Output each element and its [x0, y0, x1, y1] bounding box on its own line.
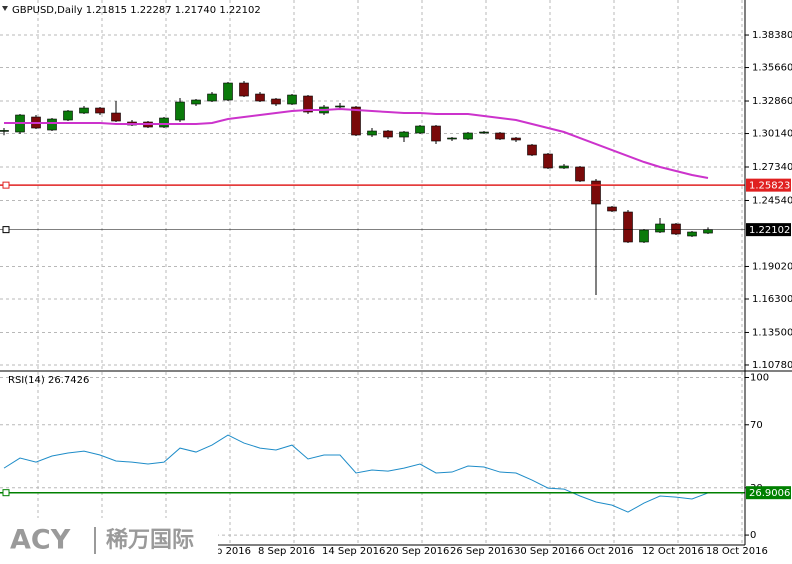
candle-body	[47, 118, 57, 131]
candle-body	[287, 94, 297, 105]
candle-body	[543, 153, 553, 169]
x-tick-label: 20 Sep 2016	[386, 546, 449, 557]
candle-body	[63, 110, 73, 121]
x-tick-label: 14 Sep 2016	[322, 546, 385, 557]
level-label: 1.25823	[749, 181, 790, 192]
level-marker	[2, 181, 10, 189]
candle-body	[239, 82, 249, 97]
candle-body	[591, 180, 601, 205]
candle-body	[447, 137, 457, 140]
y-tick-label: 1.19020	[752, 261, 792, 272]
candle-body	[79, 107, 89, 114]
candle-body	[95, 107, 105, 114]
moving-average	[4, 108, 709, 179]
candle-body	[191, 99, 201, 105]
y-tick-label: 1.38380	[752, 30, 792, 41]
x-tick-label: 26 Sep 2016	[450, 546, 513, 557]
candle-body	[479, 131, 489, 134]
candle-body	[223, 82, 233, 101]
level-marker	[2, 489, 10, 497]
candle-body	[703, 229, 713, 234]
y-tick-label: 1.35660	[752, 63, 792, 74]
y-tick-label: 0	[750, 530, 756, 541]
y-tick-label: 70	[750, 420, 763, 431]
candle-body	[527, 144, 537, 156]
x-tick-label: 12 Oct 2016	[642, 546, 704, 557]
candle-body	[111, 112, 121, 122]
indicator-line	[3, 434, 709, 513]
level-label: 26.9006	[749, 488, 790, 499]
open-value: 1.21815	[86, 5, 127, 16]
y-tick-label: 1.30140	[752, 129, 792, 140]
logo-background	[0, 518, 218, 564]
candle-body	[639, 229, 649, 243]
y-tick-label: 1.13500	[752, 327, 792, 338]
candle-body	[399, 131, 409, 138]
candle-body	[351, 106, 361, 136]
candle-body	[207, 93, 217, 102]
low-value: 1.21740	[175, 5, 216, 16]
y-tick-label: 1.32860	[752, 96, 792, 107]
symbol-icon	[2, 6, 8, 11]
y-tick-label: 1.10780	[752, 360, 792, 371]
symbol: GBPUSD,Daily	[12, 5, 83, 16]
indicator-label: RSI(14) 26.7426	[8, 375, 89, 386]
candle-body	[655, 223, 665, 233]
level-marker	[2, 226, 10, 234]
candle-body	[0, 130, 9, 132]
candle-body	[511, 137, 521, 141]
candle-body	[623, 211, 633, 243]
y-tick-label: 1.24540	[752, 195, 792, 206]
candle-body	[575, 166, 585, 182]
level-label: 1.22102	[749, 225, 790, 236]
y-tick-label: 100	[750, 373, 769, 384]
candle-body	[367, 130, 377, 136]
close-value: 1.22102	[219, 5, 260, 16]
candle-body	[671, 223, 681, 235]
candle-body	[175, 101, 185, 121]
logo: ACY 稀万国际	[0, 518, 218, 564]
level-tag	[746, 486, 791, 500]
y-tick-label: 1.16300	[752, 294, 792, 305]
level-tag	[746, 223, 791, 237]
x-tick-label: 6 Oct 2016	[578, 546, 633, 557]
x-tick-label: 18 Oct 2016	[706, 546, 768, 557]
candle-body	[415, 125, 425, 134]
candle-body	[271, 98, 281, 105]
candle-body	[687, 231, 697, 237]
candle-body	[607, 206, 617, 212]
x-tick-label: 30 Sep 2016	[514, 546, 577, 557]
candle-body	[159, 117, 169, 128]
header: GBPUSD,Daily 1.21815 1.22287 1.21740 1.2…	[12, 5, 261, 16]
candle-body	[255, 93, 265, 102]
candle-body	[303, 95, 313, 113]
y-tick-label: 1.27340	[752, 162, 792, 173]
candle-body	[559, 165, 569, 169]
candle-body	[431, 125, 441, 142]
candle-body	[463, 132, 473, 140]
logo-brand: ACY	[10, 525, 71, 556]
candle-body	[495, 132, 505, 140]
indicator-name: RSI(14)	[8, 375, 45, 386]
candle-body	[335, 105, 345, 108]
x-tick-label: 8 Sep 2016	[258, 546, 315, 557]
logo-name: 稀万国际	[106, 527, 194, 553]
candle-body	[383, 130, 393, 138]
level-tag	[746, 178, 791, 192]
indicator-value: 26.7426	[48, 375, 89, 386]
x-tick-label: 2 Sep 2016	[194, 546, 251, 557]
high-value: 1.22287	[130, 5, 171, 16]
